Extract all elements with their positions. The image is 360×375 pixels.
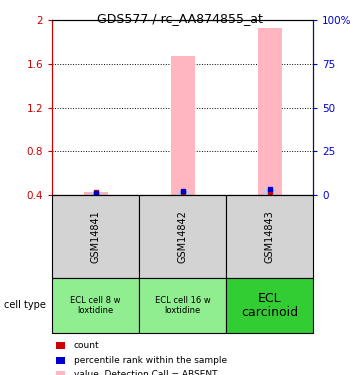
- Text: percentile rank within the sample: percentile rank within the sample: [74, 356, 227, 364]
- Text: GSM14841: GSM14841: [91, 210, 101, 263]
- Bar: [52, 195, 139, 278]
- Text: ECL cell 8 w
loxtidine: ECL cell 8 w loxtidine: [71, 296, 121, 315]
- Text: value, Detection Call = ABSENT: value, Detection Call = ABSENT: [74, 370, 217, 375]
- Bar: [257, 28, 282, 195]
- Text: cell type: cell type: [4, 300, 45, 310]
- Text: GDS577 / rc_AA874855_at: GDS577 / rc_AA874855_at: [97, 12, 263, 25]
- Bar: [139, 195, 226, 278]
- Text: GSM14842: GSM14842: [178, 210, 188, 263]
- Text: count: count: [74, 341, 99, 350]
- Bar: [90, 194, 102, 195]
- Text: ECL
carcinoid: ECL carcinoid: [241, 291, 298, 320]
- Bar: [264, 189, 276, 195]
- Bar: [171, 56, 195, 195]
- Bar: [139, 278, 226, 333]
- Text: ECL cell 16 w
loxtidine: ECL cell 16 w loxtidine: [155, 296, 211, 315]
- Text: GSM14843: GSM14843: [265, 210, 275, 263]
- Bar: [226, 195, 313, 278]
- Bar: [226, 278, 313, 333]
- Bar: [84, 192, 108, 195]
- Bar: [52, 278, 139, 333]
- Bar: [177, 191, 189, 195]
